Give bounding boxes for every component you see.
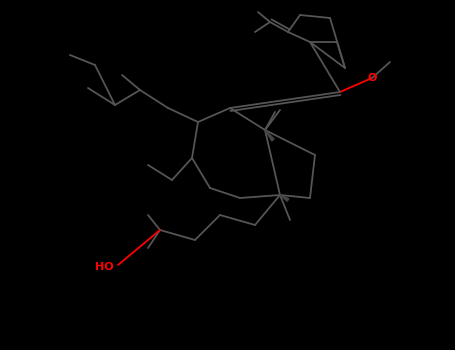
Text: HO: HO xyxy=(96,262,114,272)
Polygon shape xyxy=(265,130,274,141)
Text: O: O xyxy=(367,73,377,83)
Polygon shape xyxy=(280,195,289,201)
